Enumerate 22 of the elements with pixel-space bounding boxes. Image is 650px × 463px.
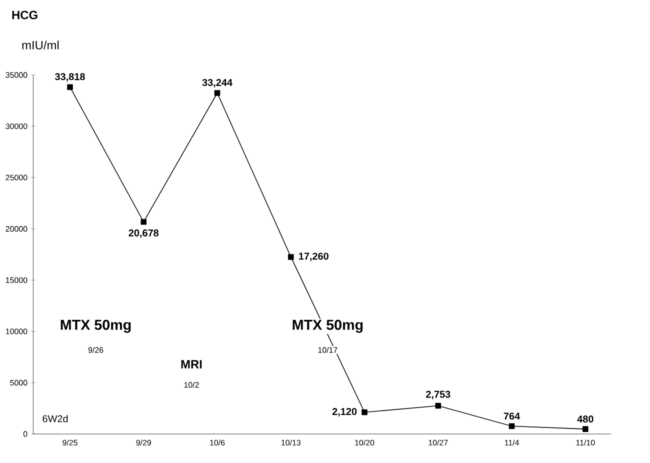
point <box>582 426 588 432</box>
point <box>140 219 147 225</box>
point <box>214 90 220 96</box>
annotation: MRI <box>181 360 202 368</box>
data-label: 17,260 <box>299 252 328 262</box>
y-axis-title: mIU/ml <box>22 40 59 50</box>
data-label: 764 <box>504 412 520 420</box>
point <box>67 84 73 90</box>
data-label: 480 <box>577 416 594 423</box>
point <box>288 254 294 260</box>
data-label: 2,753 <box>426 390 450 400</box>
point <box>435 402 442 409</box>
annotation: MTX 50mg <box>292 320 363 333</box>
annotation: 6W2d <box>42 414 68 422</box>
data-label: 2,120 <box>332 408 357 417</box>
data-label: 33,244 <box>202 79 232 88</box>
annotation: MTX 50mg <box>60 320 131 333</box>
data-label: 33,818 <box>55 73 85 82</box>
point <box>362 409 368 416</box>
point <box>508 423 515 430</box>
data-label: 20,678 <box>128 229 159 238</box>
chart-title: HCG <box>12 10 38 20</box>
